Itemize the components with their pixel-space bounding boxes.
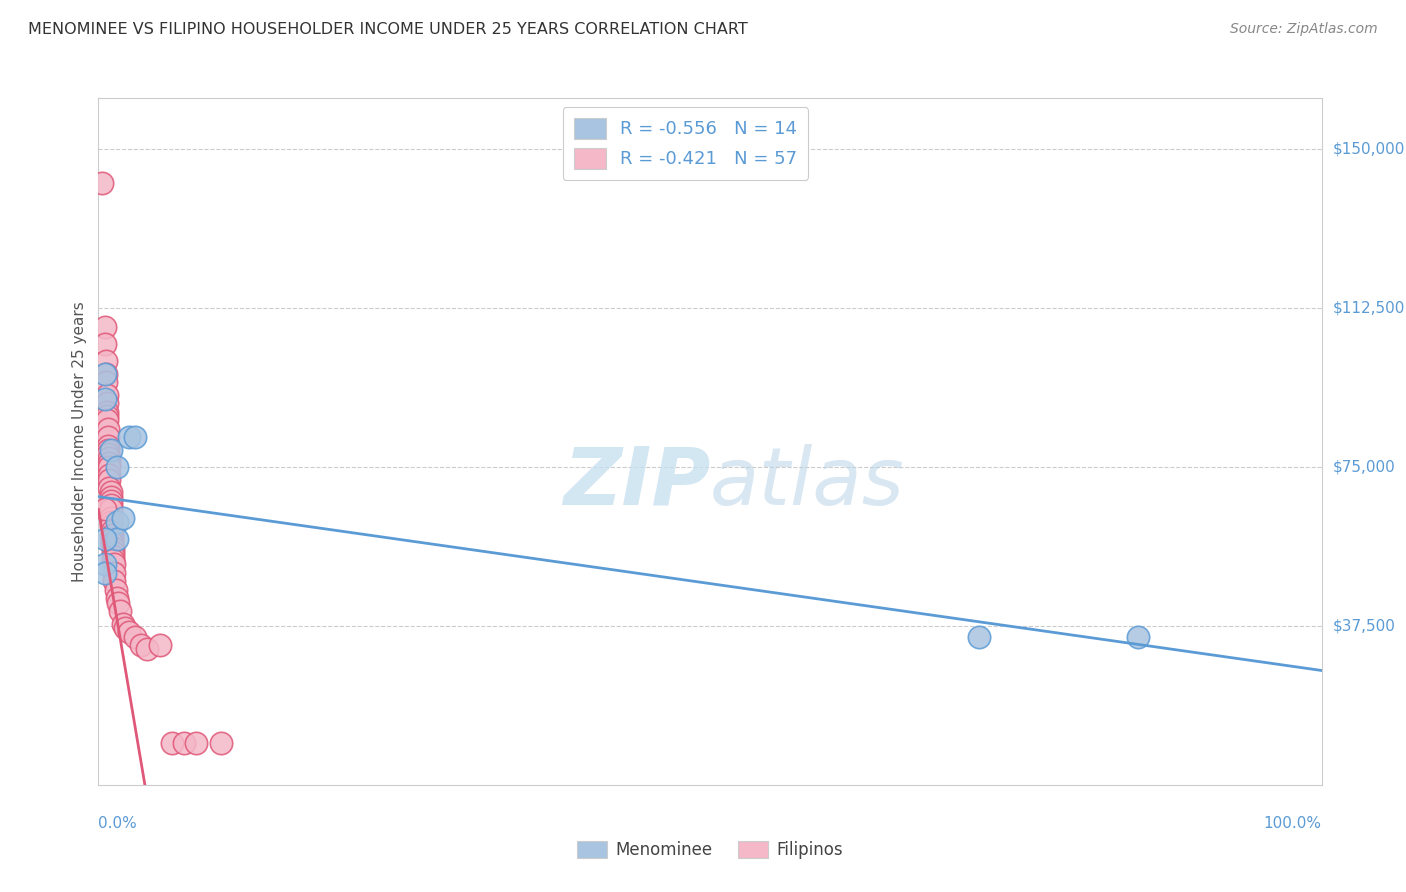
Point	[209, 735, 232, 749]
Point	[98, 460, 121, 475]
Point	[96, 396, 118, 410]
Point	[101, 536, 124, 550]
Point	[118, 625, 141, 640]
Point	[118, 430, 141, 444]
Point	[111, 616, 134, 631]
Text: $37,500: $37,500	[1333, 618, 1396, 633]
Point	[100, 519, 122, 533]
Point	[98, 451, 121, 466]
Point	[98, 473, 121, 487]
Point	[93, 502, 115, 516]
Point	[100, 502, 122, 516]
Text: $112,500: $112,500	[1333, 301, 1405, 316]
Point	[101, 532, 124, 546]
Point	[98, 481, 121, 495]
Point	[103, 558, 125, 572]
Point	[100, 515, 122, 529]
Point	[1128, 630, 1150, 644]
Point	[967, 630, 990, 644]
Text: $75,000: $75,000	[1333, 459, 1396, 475]
Point	[94, 375, 117, 389]
Point	[96, 388, 118, 402]
Point	[149, 638, 172, 652]
Point	[100, 494, 122, 508]
Text: 100.0%: 100.0%	[1264, 815, 1322, 830]
Text: atlas: atlas	[710, 443, 905, 522]
Point	[100, 511, 122, 525]
Point	[136, 642, 159, 657]
Point	[94, 354, 117, 368]
Point	[98, 468, 121, 483]
Point	[101, 545, 124, 559]
Point	[111, 511, 134, 525]
Y-axis label: Householder Income Under 25 years: Householder Income Under 25 years	[72, 301, 87, 582]
Point	[93, 320, 115, 334]
Point	[101, 541, 124, 555]
Point	[101, 553, 124, 567]
Point	[101, 549, 124, 563]
Point	[101, 524, 124, 538]
Point	[93, 566, 115, 580]
Legend: Menominee, Filipinos: Menominee, Filipinos	[571, 834, 849, 866]
Text: $150,000: $150,000	[1333, 142, 1405, 156]
Point	[100, 498, 122, 512]
Point	[105, 591, 128, 606]
Point	[124, 430, 146, 444]
Point	[97, 430, 120, 444]
Point	[103, 566, 125, 580]
Point	[97, 447, 120, 461]
Point	[114, 621, 136, 635]
Point	[104, 582, 127, 597]
Text: ZIP: ZIP	[562, 443, 710, 522]
Point	[91, 176, 114, 190]
Point	[100, 485, 122, 500]
Point	[93, 367, 115, 381]
Point	[97, 422, 120, 436]
Point	[129, 638, 152, 652]
Point	[101, 528, 124, 542]
Point	[94, 367, 117, 381]
Point	[186, 735, 208, 749]
Point	[105, 515, 128, 529]
Text: MENOMINEE VS FILIPINO HOUSEHOLDER INCOME UNDER 25 YEARS CORRELATION CHART: MENOMINEE VS FILIPINO HOUSEHOLDER INCOME…	[28, 22, 748, 37]
Point	[93, 532, 115, 546]
Point	[97, 439, 120, 453]
Point	[93, 392, 115, 406]
Text: Source: ZipAtlas.com: Source: ZipAtlas.com	[1230, 22, 1378, 37]
Point	[96, 413, 118, 427]
Point	[100, 443, 122, 458]
Point	[100, 490, 122, 504]
Point	[97, 443, 120, 458]
Point	[93, 558, 115, 572]
Point	[93, 337, 115, 351]
Point	[105, 532, 128, 546]
Point	[110, 604, 132, 618]
Point	[160, 735, 183, 749]
Point	[105, 460, 128, 475]
Point	[124, 630, 146, 644]
Point	[173, 735, 195, 749]
Point	[96, 409, 118, 423]
Point	[96, 405, 118, 419]
Text: 0.0%: 0.0%	[98, 815, 138, 830]
Point	[107, 596, 129, 610]
Point	[103, 574, 125, 589]
Point	[98, 456, 121, 470]
